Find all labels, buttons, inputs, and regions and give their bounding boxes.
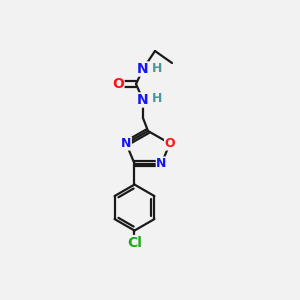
Text: O: O (165, 137, 175, 150)
Text: N: N (121, 137, 131, 150)
Text: Cl: Cl (127, 236, 142, 250)
Text: N: N (156, 157, 167, 170)
Text: H: H (152, 92, 162, 106)
Text: N: N (137, 93, 149, 107)
Text: O: O (112, 77, 124, 91)
Text: H: H (152, 61, 162, 74)
Text: N: N (137, 62, 149, 76)
